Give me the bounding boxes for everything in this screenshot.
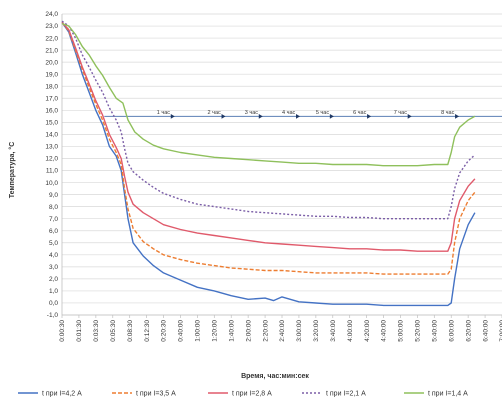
x-tick-label: 0:01:30 xyxy=(76,320,83,342)
y-tick-label: 3,0 xyxy=(49,264,58,271)
legend-item-label: t при I=2,1 А xyxy=(326,391,366,398)
x-tick-label: 2:00:00 xyxy=(245,320,252,342)
y-tick-label: 17,0 xyxy=(45,95,58,102)
x-tick-label: 5:40:00 xyxy=(432,320,439,342)
hour-label: 2 час xyxy=(208,110,222,116)
series-lines xyxy=(61,20,476,307)
x-tick-label: 0:03:30 xyxy=(93,320,100,342)
y-tick-label: 20,0 xyxy=(45,59,58,66)
x-tick-label: 3:40:00 xyxy=(330,320,337,342)
hour-arrowhead xyxy=(296,113,300,119)
hour-label: 3 час xyxy=(245,110,259,116)
hour-arrowhead xyxy=(221,113,226,119)
y-tick-label: 7,0 xyxy=(49,216,58,223)
hour-label: 1 час xyxy=(157,110,171,116)
series-line-1 xyxy=(61,21,476,307)
x-tick-label: 3:00:00 xyxy=(296,320,303,342)
legend-item-label: t при I=4,2 А xyxy=(42,391,82,398)
y-tick-label: 19,0 xyxy=(45,71,58,78)
x-tick-labels: 0:00:30 0:01:30 0:03:30 0:05:30 0:08:30 0:12:… xyxy=(59,315,502,342)
series-line-5 xyxy=(61,22,476,167)
y-tick-label: 0,0 xyxy=(49,300,58,307)
hour-arrowhead xyxy=(170,113,175,119)
x-tick-label: 4:20:00 xyxy=(364,320,371,342)
grid-lines xyxy=(61,13,502,316)
hour-label: 5 час xyxy=(316,110,330,116)
y-tick-label: 5,0 xyxy=(49,240,58,247)
hour-arrowhead xyxy=(455,113,460,119)
x-axis-label: Время, час:мин:сек xyxy=(241,373,309,380)
hour-label: 7 час xyxy=(394,110,408,116)
x-tick-label: 0:12:30 xyxy=(144,320,151,342)
y-tick-label: 9,0 xyxy=(49,192,58,199)
x-tick-label: 3:20:00 xyxy=(313,320,320,342)
legend-item-label: t при I=3,5 А xyxy=(136,391,176,398)
hour-arrowhead xyxy=(329,113,334,119)
x-tick-label: 6:40:00 xyxy=(482,320,489,342)
x-tick-label: 4:40:00 xyxy=(381,320,388,342)
x-tick-label: 0:08:30 xyxy=(127,320,134,342)
y-tick-label: 11,0 xyxy=(46,168,59,175)
x-tick-label: 1:00:00 xyxy=(195,320,202,342)
x-tick-label: 1:40:00 xyxy=(228,320,235,342)
series-line-3 xyxy=(61,21,476,252)
y-tick-label: 24,0 xyxy=(45,11,58,18)
y-tick-label: 12,0 xyxy=(45,156,58,163)
x-tick-label: 4:00:00 xyxy=(347,320,354,342)
y-tick-label: -1,0 xyxy=(47,312,59,319)
x-tick-label: 7:00:00 xyxy=(499,320,502,342)
y-tick-label: 21,0 xyxy=(45,47,58,54)
x-tick-label: 5:20:00 xyxy=(415,320,422,342)
x-tick-label: 2:40:00 xyxy=(279,320,286,342)
series-line-4 xyxy=(61,20,476,220)
x-tick-label: 1:20:00 xyxy=(212,320,219,342)
y-tick-label: 16,0 xyxy=(45,108,58,115)
hour-label: 6 час xyxy=(353,110,367,116)
y-tick-label: 23,0 xyxy=(45,23,58,30)
y-tick-label: 2,0 xyxy=(49,276,58,283)
hour-arrowhead xyxy=(367,113,372,119)
y-tick-label: 8,0 xyxy=(49,204,58,211)
x-tick-label: 0:05:30 xyxy=(110,320,117,342)
hour-arrowhead xyxy=(407,113,412,119)
x-tick-label: 0:20:30 xyxy=(161,320,168,342)
y-tick-labels: -1,0 0,0 1,0 2,0 3,0 4,0 5,0 6,0 7,0 8,0 9,0 10,0 11… xyxy=(45,11,58,319)
x-tick-label: 0:40:00 xyxy=(178,320,185,342)
y-axis-label: Температура, °С xyxy=(8,142,16,199)
legend: t при I=4,2 А t при I=3,5 А t при I=2,8 А t… xyxy=(18,391,468,398)
y-tick-label: 18,0 xyxy=(45,83,58,90)
y-tick-label: 6,0 xyxy=(49,228,58,235)
x-tick-label: 6:00:00 xyxy=(448,320,455,342)
y-tick-label: 14,0 xyxy=(45,132,58,139)
legend-item-label: t при I=1,4 А xyxy=(428,391,468,398)
x-tick-label: 5:00:00 xyxy=(398,320,405,342)
hour-label: 4 час xyxy=(282,110,296,116)
y-tick-label: 10,0 xyxy=(45,180,58,187)
x-tick-label: 0:00:30 xyxy=(59,320,66,342)
y-tick-label: 22,0 xyxy=(45,35,58,42)
hour-arrowhead xyxy=(258,113,263,119)
y-tick-label: 15,0 xyxy=(45,120,58,127)
hour-label: 8 час xyxy=(441,110,455,116)
y-tick-label: 4,0 xyxy=(49,252,58,259)
x-tick-label: 6:20:00 xyxy=(465,320,472,342)
y-tick-label: 13,0 xyxy=(45,144,58,151)
x-tick-label: 2:20:00 xyxy=(262,320,269,342)
legend-item-label: t при I=2,8 А xyxy=(232,391,272,398)
y-tick-label: 1,0 xyxy=(49,288,58,295)
hour-annotations: 1 час 2 час 3 час 4 час 5 час 6 час 7 час 8 час xyxy=(104,110,502,119)
series-line-2 xyxy=(61,21,476,275)
